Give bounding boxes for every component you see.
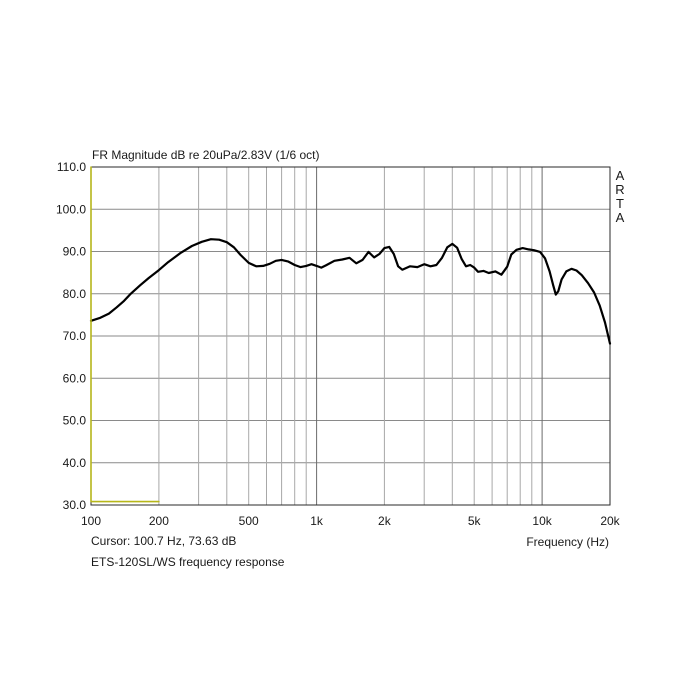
x-axis-label: Frequency (Hz) xyxy=(526,535,609,549)
cursor-readout: Cursor: 100.7 Hz, 73.63 dB xyxy=(91,534,237,548)
x-tick-label: 2k xyxy=(378,514,392,528)
x-tick-labels: 100 200 500 1k 2k 5k 10k 20k xyxy=(81,514,621,528)
series-layer xyxy=(89,166,612,503)
watermark-letter: T xyxy=(616,196,624,211)
y-tick-label: 40.0 xyxy=(63,456,87,470)
y-tick-label: 60.0 xyxy=(63,371,87,385)
chart-title: FR Magnitude dB re 20uPa/2.83V (1/6 oct) xyxy=(92,148,319,162)
watermark-letter: A xyxy=(616,210,625,225)
x-tick-label: 20k xyxy=(600,514,620,528)
watermark-letter: R xyxy=(615,182,624,197)
y-tick-label: 90.0 xyxy=(63,245,87,259)
y-tick-label: 50.0 xyxy=(63,414,87,428)
y-tick-labels: 110.0 100.0 90.0 80.0 70.0 60.0 50.0 40.0 30.0 xyxy=(56,160,86,512)
y-tick-label: 110.0 xyxy=(57,160,86,174)
y-tick-label: 70.0 xyxy=(63,329,87,343)
reference-curve xyxy=(90,166,160,503)
x-tick-label: 10k xyxy=(532,514,552,528)
x-tick-label: 5k xyxy=(468,514,482,528)
response-curve xyxy=(89,238,612,345)
y-tick-label: 80.0 xyxy=(63,287,87,301)
x-tick-label: 1k xyxy=(310,514,324,528)
x-tick-label: 100 xyxy=(81,514,101,528)
x-tick-label: 200 xyxy=(149,514,169,528)
chart-caption: ETS-120SL/WS frequency response xyxy=(91,555,285,569)
watermark-letter: A xyxy=(616,168,625,183)
x-tick-label: 500 xyxy=(239,514,259,528)
y-tick-label: 30.0 xyxy=(63,498,87,512)
y-tick-label: 100.0 xyxy=(56,202,86,216)
